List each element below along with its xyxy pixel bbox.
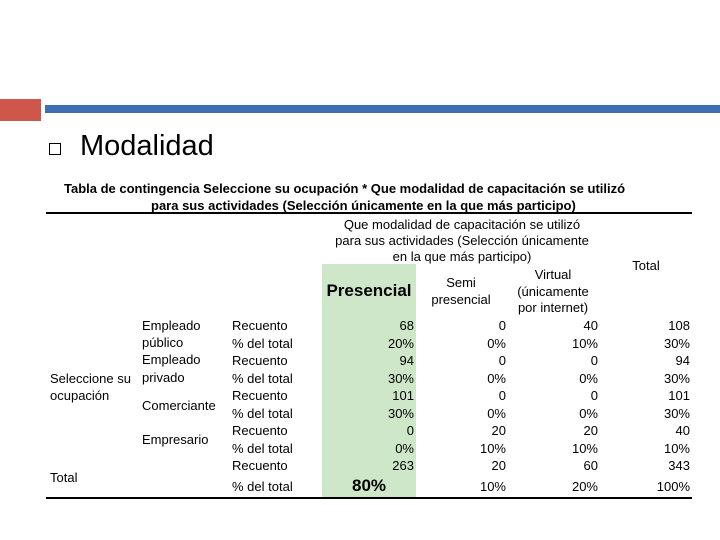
table-cell: 60 [583,458,598,473]
table-cell: 20% [387,336,414,351]
table-cell: 0 [590,388,598,403]
col-header-virtual-line-2: (únicamente [517,284,589,299]
table-cell: 10% [571,441,598,456]
table-cell: 0 [498,353,506,368]
table-cell-highlight: 80% [351,476,387,495]
table-cell: 0 [590,353,598,368]
table-cell: 20% [571,479,598,494]
table-caption-line-1: Tabla de contingencia Seleccione su ocup… [64,181,626,196]
table-cell: 10% [571,336,598,351]
table-cell: 10% [479,441,506,456]
stat-label: Recuento [232,353,288,368]
table-cell: 100% [656,479,690,494]
table-cell: 108 [668,318,690,333]
table-cell: 0% [487,406,506,421]
category-empleado-privado-line-2: privado [142,370,185,385]
stat-label: % del total [232,406,293,421]
table-cell: 30% [387,406,414,421]
col-header-virtual-line-3: por internet) [517,300,589,315]
table-cell: 0% [579,371,598,386]
stat-label: % del total [232,371,293,386]
stat-label: Recuento [232,423,288,438]
table-cell: 30% [663,336,690,351]
table-cell: 20 [491,458,506,473]
row-variable-line-1: Seleccione su [50,371,131,386]
table-cell: 0% [579,406,598,421]
stat-label: Recuento [232,318,288,333]
table-cell: 263 [392,458,414,473]
table-cell: 0% [487,336,506,351]
table-cell: 343 [668,458,690,473]
table-cell: 101 [392,388,414,403]
table-cell: 40 [675,423,690,438]
table-caption-line-2: para sus actividades (Selección únicamen… [151,198,576,213]
table-top-rule [46,212,692,214]
category-empleado-publico-line-1: Empleado [142,318,201,333]
table-cell: 68 [399,318,414,333]
col-header-semi-line-1: Semi [446,275,476,290]
table-cell: 0 [406,423,414,438]
table-cell: 10% [479,479,506,494]
table-bottom-rule [46,497,692,499]
col-header-total: Total [632,258,660,273]
stat-label: % del total [232,441,293,456]
table-cell: 20 [583,423,598,438]
table-cell: 0 [498,318,506,333]
table-cell: 30% [663,406,690,421]
stat-label: % del total [232,336,293,351]
table-cell: 40 [583,318,598,333]
col-header-virtual-line-1: Virtual [534,267,572,282]
slide-title: Modalidad [80,130,214,162]
table-cell: 101 [668,388,690,403]
row-variable-line-2: ocupación [50,388,110,403]
col-group-header-line-3: en la que más participo) [392,249,532,264]
presencial-highlight [322,264,416,498]
table-cell: 0 [498,388,506,403]
category-empleado-privado-line-1: Empleado [142,352,201,367]
col-header-presencial: Presencial [326,281,412,300]
table-cell: 20 [491,423,506,438]
table-cell: 94 [675,353,690,368]
table-cell: 30% [663,371,690,386]
category-empresario: Empresario [142,432,209,447]
accent-bar-blue [45,105,720,113]
stat-label: Recuento [232,388,288,403]
category-comerciante: Comerciante [142,398,216,413]
stat-label: Recuento [232,458,288,473]
col-group-header-line-1: Que modalidad de capacitación se utilizó [343,217,581,232]
col-group-header-line-2: para sus actividades (Selección únicamen… [335,233,589,248]
table-cell: 30% [387,371,414,386]
square-bullet-icon [49,143,61,155]
stat-label: % del total [232,479,293,494]
table-cell: 94 [399,353,414,368]
table-cell: 10% [663,441,690,456]
col-header-semi-line-2: presencial [431,292,491,307]
table-cell: 0% [395,441,414,456]
accent-bar-red [0,99,41,121]
category-empleado-publico-line-2: público [142,335,184,350]
row-total-label: Total [50,470,78,485]
table-cell: 0% [487,371,506,386]
